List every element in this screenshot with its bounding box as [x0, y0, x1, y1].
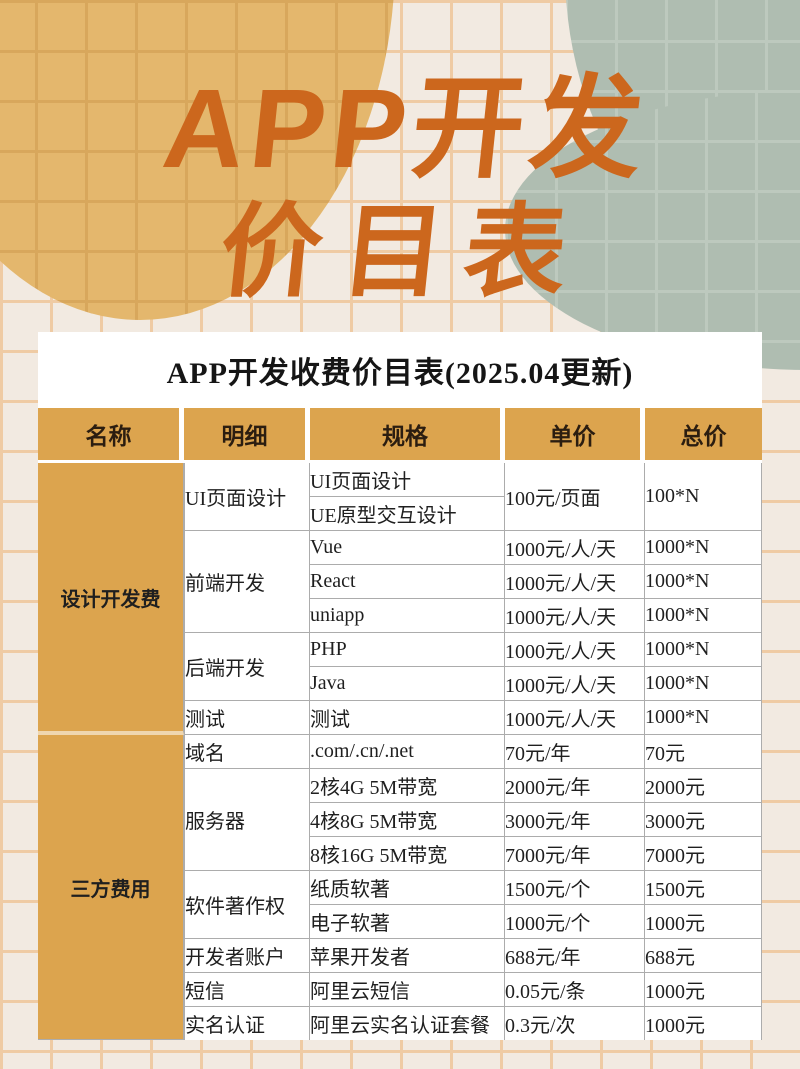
- spec-cell: PHP: [310, 633, 505, 667]
- detail-cell: 实名认证: [184, 1007, 310, 1040]
- spec-cell: 4核8G 5M带宽: [310, 803, 505, 837]
- table-row: 服务器 2核4G 5M带宽 2000元/年 2000元: [38, 769, 762, 871]
- total-price-cell: 100*N: [645, 463, 762, 531]
- unit-price-cell: 70元/年: [505, 735, 645, 769]
- table-row: 电子软著 1000元/个 1000元: [38, 905, 762, 939]
- total-price-cell: 1000*N: [645, 667, 762, 701]
- table-row: React 1000元/人/天 1000*N: [38, 565, 762, 599]
- price-table: 名称 明细 规格 单价 总价 设计开发费 UI页面设计 UI页面设计 100元/…: [38, 408, 762, 1040]
- column-header-spec: 规格: [310, 408, 505, 463]
- total-price-cell: 1000*N: [645, 599, 762, 633]
- total-price-cell: 1000*N: [645, 633, 762, 667]
- table-row: 8核16G 5M带宽 7000元/年 7000元: [38, 837, 762, 871]
- unit-price-cell: 688元/年: [505, 939, 645, 973]
- unit-price-cell: 1000元/人/天: [505, 565, 645, 599]
- total-price-cell: 70元: [645, 735, 762, 769]
- spec-cell: Java: [310, 667, 505, 701]
- spec-cell: .com/.cn/.net: [310, 735, 505, 769]
- detail-cell: 测试: [184, 701, 310, 735]
- table-row: uniapp 1000元/人/天 1000*N: [38, 599, 762, 633]
- total-price-cell: 1000*N: [645, 565, 762, 599]
- detail-cell: 前端开发: [184, 531, 310, 633]
- column-header-unit-price: 单价: [505, 408, 645, 463]
- spec-cell: 电子软著: [310, 905, 505, 939]
- table-row: Java 1000元/人/天 1000*N: [38, 667, 762, 701]
- price-card: APP开发收费价目表(2025.04更新) 名称 明细 规格 单价 总价 设计开…: [38, 332, 762, 1040]
- spec-cell: React: [310, 565, 505, 599]
- total-price-cell: 688元: [645, 939, 762, 973]
- category-cell-third-party: 三方费用: [38, 735, 184, 1040]
- detail-cell: UI页面设计: [184, 463, 310, 531]
- hero-title-line2: 价目表: [214, 195, 593, 310]
- total-price-cell: 7000元: [645, 837, 762, 871]
- total-price-cell: 1000*N: [645, 531, 762, 565]
- unit-price-cell: 1000元/人/天: [505, 531, 645, 565]
- unit-price-cell: 1000元/人/天: [505, 667, 645, 701]
- table-row: UE原型交互设计: [38, 497, 762, 531]
- table-row: 后端开发 PHP 1000元/人/天 1000*N: [38, 633, 762, 701]
- detail-cell: 软件著作权: [184, 871, 310, 939]
- unit-price-cell: 0.05元/条: [505, 973, 645, 1007]
- total-price-cell: 3000元: [645, 803, 762, 837]
- spec-cell: UI页面设计: [310, 463, 505, 497]
- spec-cell: UE原型交互设计: [310, 497, 505, 531]
- spec-cell: 2核4G 5M带宽: [310, 769, 505, 803]
- table-row: 测试 测试 1000元/人/天 1000*N: [38, 701, 762, 735]
- unit-price-cell: 2000元/年: [505, 769, 645, 803]
- total-price-cell: 1000元: [645, 973, 762, 1007]
- unit-price-cell: 0.3元/次: [505, 1007, 645, 1040]
- unit-price-cell: 3000元/年: [505, 803, 645, 837]
- detail-cell: 短信: [184, 973, 310, 1007]
- hero-title-line1: APP开发: [157, 66, 655, 191]
- table-row: 三方费用 域名 .com/.cn/.net 70元/年 70元: [38, 735, 762, 1040]
- unit-price-cell: 1000元/人/天: [505, 633, 645, 667]
- detail-cell: 服务器: [184, 769, 310, 871]
- decor-blob-tan: [0, 0, 395, 320]
- table-row: 设计开发费 UI页面设计 UI页面设计 100元/页面 100*N: [38, 463, 762, 735]
- spec-cell: 苹果开发者: [310, 939, 505, 973]
- spec-cell: 测试: [310, 701, 505, 735]
- table-row: 短信 阿里云短信 0.05元/条 1000元: [38, 973, 762, 1007]
- total-price-cell: 1000*N: [645, 701, 762, 735]
- price-card-title: APP开发收费价目表(2025.04更新): [166, 357, 634, 390]
- spec-cell: 阿里云短信: [310, 973, 505, 1007]
- unit-price-cell: 7000元/年: [505, 837, 645, 871]
- detail-cell: 开发者账户: [184, 939, 310, 973]
- unit-price-cell: 1000元/人/天: [505, 599, 645, 633]
- table-row: 4核8G 5M带宽 3000元/年 3000元: [38, 803, 762, 837]
- table-row: 软件著作权 纸质软著 1500元/个 1500元: [38, 871, 762, 939]
- spec-cell: 阿里云实名认证套餐: [310, 1007, 505, 1040]
- category-cell-design-dev: 设计开发费: [38, 463, 184, 735]
- spec-cell: 8核16G 5M带宽: [310, 837, 505, 871]
- spec-cell: uniapp: [310, 599, 505, 633]
- spec-cell: Vue: [310, 531, 505, 565]
- unit-price-cell: 100元/页面: [505, 463, 645, 531]
- hero-title: APP开发 价目表: [0, 66, 800, 310]
- table-row: 实名认证 阿里云实名认证套餐 0.3元/次 1000元: [38, 1007, 762, 1040]
- table-row: 开发者账户 苹果开发者 688元/年 688元: [38, 939, 762, 973]
- unit-price-cell: 1500元/个: [505, 871, 645, 905]
- total-price-cell: 1000元: [645, 905, 762, 939]
- column-header-name: 名称: [38, 408, 184, 463]
- column-header-total-price: 总价: [645, 408, 762, 463]
- total-price-cell: 1500元: [645, 871, 762, 905]
- detail-cell: 后端开发: [184, 633, 310, 701]
- table-header-row: 名称 明细 规格 单价 总价: [38, 408, 762, 463]
- unit-price-cell: 1000元/个: [505, 905, 645, 939]
- detail-cell: 域名: [184, 735, 310, 769]
- total-price-cell: 1000元: [645, 1007, 762, 1040]
- total-price-cell: 2000元: [645, 769, 762, 803]
- column-header-detail: 明细: [184, 408, 310, 463]
- unit-price-cell: 1000元/人/天: [505, 701, 645, 735]
- spec-cell: 纸质软著: [310, 871, 505, 905]
- table-row: 前端开发 Vue 1000元/人/天 1000*N: [38, 531, 762, 633]
